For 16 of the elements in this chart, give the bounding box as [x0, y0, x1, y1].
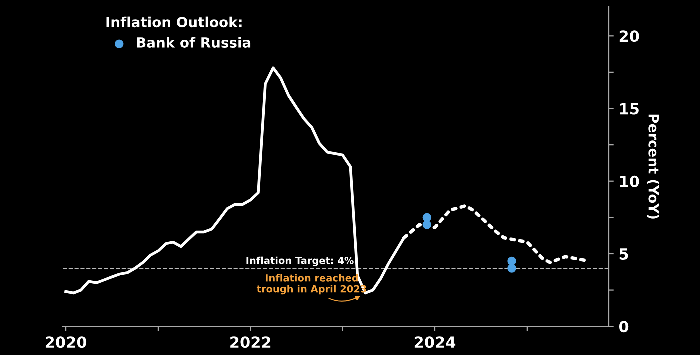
- legend-label: Bank of Russia: [137, 37, 251, 48]
- point: [508, 264, 516, 273]
- y-tick-label: 10: [620, 176, 640, 188]
- ref-line-label: Inflation Target: 4%: [246, 256, 354, 266]
- y-tick-label: 20: [620, 30, 640, 42]
- point: [422, 213, 432, 222]
- x-tick-label: 2024: [414, 336, 456, 348]
- y-axis-title: Percent (YoY): [647, 114, 660, 219]
- point: [508, 256, 516, 266]
- y-tick-label: 5: [620, 248, 628, 260]
- point: [422, 220, 432, 230]
- x-tick-label: 2022: [230, 336, 271, 348]
- x-tick-label: 2020: [46, 336, 87, 348]
- y-tick-label: 15: [620, 103, 639, 115]
- legend-title: Inflation Outlook:: [106, 16, 242, 28]
- y-tick-label: 0: [619, 321, 629, 333]
